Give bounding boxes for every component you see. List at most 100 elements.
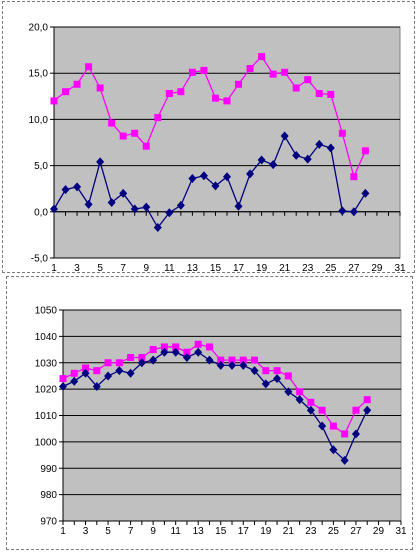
data-point (188, 174, 197, 184)
x-tick-label: 1 (51, 263, 57, 274)
x-tick-label: 29 (371, 263, 383, 274)
data-point (303, 154, 312, 164)
data-point (338, 129, 346, 137)
data-point (73, 182, 82, 192)
series-line-2 (53, 134, 366, 229)
data-point (250, 366, 259, 376)
data-point (104, 359, 112, 367)
data-point (211, 94, 219, 102)
data-point (93, 367, 101, 375)
data-point (165, 208, 174, 218)
data-point (160, 343, 168, 351)
series-line-1 (53, 55, 366, 179)
data-point (292, 84, 300, 92)
x-tick-label: 3 (83, 526, 89, 537)
data-point (194, 340, 202, 348)
data-point (269, 70, 277, 78)
data-point (340, 455, 349, 465)
data-point (261, 379, 270, 389)
y-tick-label: 1020 (35, 385, 58, 396)
data-point (59, 381, 67, 391)
data-point (318, 406, 326, 414)
y-tick-label: 0,0 (34, 207, 48, 218)
data-point (107, 198, 116, 208)
data-point (70, 369, 78, 377)
y-tick-label: 1010 (35, 411, 58, 422)
data-point (363, 396, 371, 404)
data-point (138, 353, 146, 361)
data-point (115, 359, 123, 367)
data-point (351, 429, 360, 439)
data-point (258, 53, 266, 61)
data-point (177, 88, 185, 96)
data-point (153, 223, 162, 233)
data-point (338, 206, 347, 216)
data-point (269, 160, 278, 170)
data-point (126, 368, 135, 378)
data-point (228, 360, 236, 370)
data-point (234, 201, 243, 211)
data-point (341, 430, 349, 438)
data-point (296, 388, 304, 396)
y-tick-label: 20,0 (29, 23, 49, 34)
data-point (50, 204, 58, 214)
data-point (119, 132, 127, 140)
y-tick-label: 1050 (35, 306, 58, 317)
data-point (199, 171, 208, 181)
y-tick-label: 970 (40, 517, 57, 528)
data-point (108, 119, 116, 127)
data-point (137, 358, 146, 368)
x-tick-label: 1 (60, 526, 66, 537)
data-point (280, 131, 289, 141)
data-point (154, 114, 162, 122)
data-point (142, 202, 151, 212)
data-point (171, 347, 180, 357)
data-point (62, 88, 70, 96)
x-tick-label: 19 (256, 263, 268, 274)
x-tick-label: 15 (215, 526, 227, 537)
data-point (82, 364, 90, 372)
data-point (216, 360, 225, 370)
data-point (119, 188, 128, 198)
x-tick-label: 11 (164, 263, 175, 274)
data-point (361, 188, 370, 198)
data-point (304, 76, 312, 84)
x-tick-label: 25 (325, 263, 337, 274)
data-point (246, 169, 255, 179)
data-point (183, 348, 191, 356)
data-point (363, 405, 372, 415)
chart-panel-bottom: 970 980 990 1000 1010 1020 1030 1040 1050 1 3 5 7 9 11… (6, 276, 413, 550)
data-point (350, 173, 358, 181)
data-point (127, 353, 135, 361)
data-point (92, 381, 101, 391)
data-point (315, 139, 324, 149)
data-point (104, 371, 113, 381)
data-point (292, 150, 301, 160)
data-point (307, 398, 315, 406)
data-point (96, 157, 105, 167)
data-point (361, 147, 369, 155)
y-tick-label: 1040 (35, 332, 58, 343)
data-point (115, 366, 124, 376)
data-point (176, 200, 185, 210)
data-point (182, 352, 191, 362)
x-tick-label: 21 (279, 263, 291, 274)
x-tick-label: 13 (187, 263, 199, 274)
data-point (329, 445, 338, 455)
data-point (172, 343, 180, 351)
data-point (315, 90, 323, 98)
data-point (329, 422, 337, 430)
data-point (223, 172, 231, 182)
series-line-1 (62, 343, 368, 435)
data-point (228, 356, 236, 364)
data-point (262, 367, 270, 375)
x-tick-label: 7 (128, 526, 134, 537)
data-point (273, 367, 281, 375)
x-tick-label: 11 (170, 526, 181, 537)
data-point (281, 68, 289, 76)
x-tick-label: 27 (350, 526, 362, 537)
data-point (306, 405, 315, 415)
x-tick-label: 25 (328, 526, 340, 537)
data-point (160, 347, 169, 357)
